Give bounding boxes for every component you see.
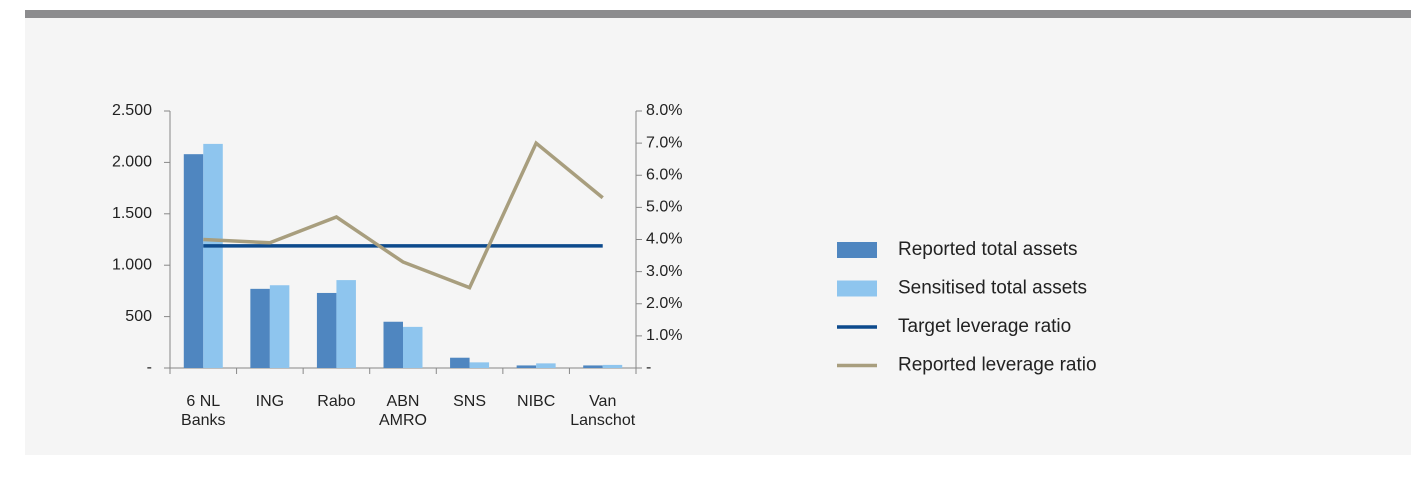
y2-tick-label: 7.0% bbox=[646, 134, 682, 151]
bar bbox=[450, 357, 470, 368]
legend-label: Target leverage ratio bbox=[898, 316, 1071, 337]
bar bbox=[403, 326, 423, 368]
y2-tick-label: 8.0% bbox=[646, 102, 682, 119]
bar bbox=[250, 288, 270, 368]
y2-tick-label: 3.0% bbox=[646, 263, 682, 280]
x-tick-label: ABN AMRO bbox=[379, 393, 427, 429]
bar bbox=[602, 364, 623, 368]
y-tick-label: 500 bbox=[125, 308, 152, 325]
x-tick-label: 6 NL Banks bbox=[181, 393, 225, 429]
panel bbox=[25, 18, 1411, 455]
x-tick-label: NIBC bbox=[517, 393, 555, 410]
legend-swatch bbox=[837, 242, 877, 258]
legend-swatch bbox=[837, 280, 877, 297]
y2-tick-label: 1.0% bbox=[646, 327, 682, 344]
bar bbox=[316, 292, 337, 368]
x-tick-label: Rabo bbox=[317, 393, 355, 410]
bar bbox=[469, 362, 490, 368]
y-tick-label: - bbox=[147, 359, 152, 376]
bar bbox=[383, 321, 403, 368]
bar bbox=[536, 363, 556, 368]
legend-label: Sensitised total assets bbox=[898, 278, 1087, 299]
x-tick-label: Van Lanschot bbox=[570, 393, 635, 429]
y2-tick-label: 4.0% bbox=[646, 231, 682, 248]
bar bbox=[336, 280, 356, 368]
y-tick-label: 2.500 bbox=[112, 102, 152, 119]
bar bbox=[183, 154, 204, 368]
line bbox=[203, 140, 604, 290]
y2-tick-label: 2.0% bbox=[646, 295, 682, 312]
y2-tick-label: 5.0% bbox=[646, 199, 682, 216]
top-bar bbox=[25, 10, 1411, 18]
y-tick-label: 1.000 bbox=[112, 256, 152, 273]
x-tick-label: ING bbox=[256, 393, 284, 410]
x-tick-label: SNS bbox=[453, 393, 486, 410]
legend-label: Reported total assets bbox=[898, 239, 1078, 260]
y-tick-label: 2.000 bbox=[112, 154, 152, 171]
y2-tick-label: 6.0% bbox=[646, 166, 682, 183]
bar bbox=[269, 285, 290, 368]
legend-label: Reported leverage ratio bbox=[898, 355, 1097, 376]
y2-tick-label: - bbox=[646, 359, 651, 376]
bar bbox=[203, 143, 223, 368]
bar bbox=[583, 365, 603, 368]
y-tick-label: 1.500 bbox=[112, 205, 152, 222]
bar bbox=[516, 365, 537, 368]
